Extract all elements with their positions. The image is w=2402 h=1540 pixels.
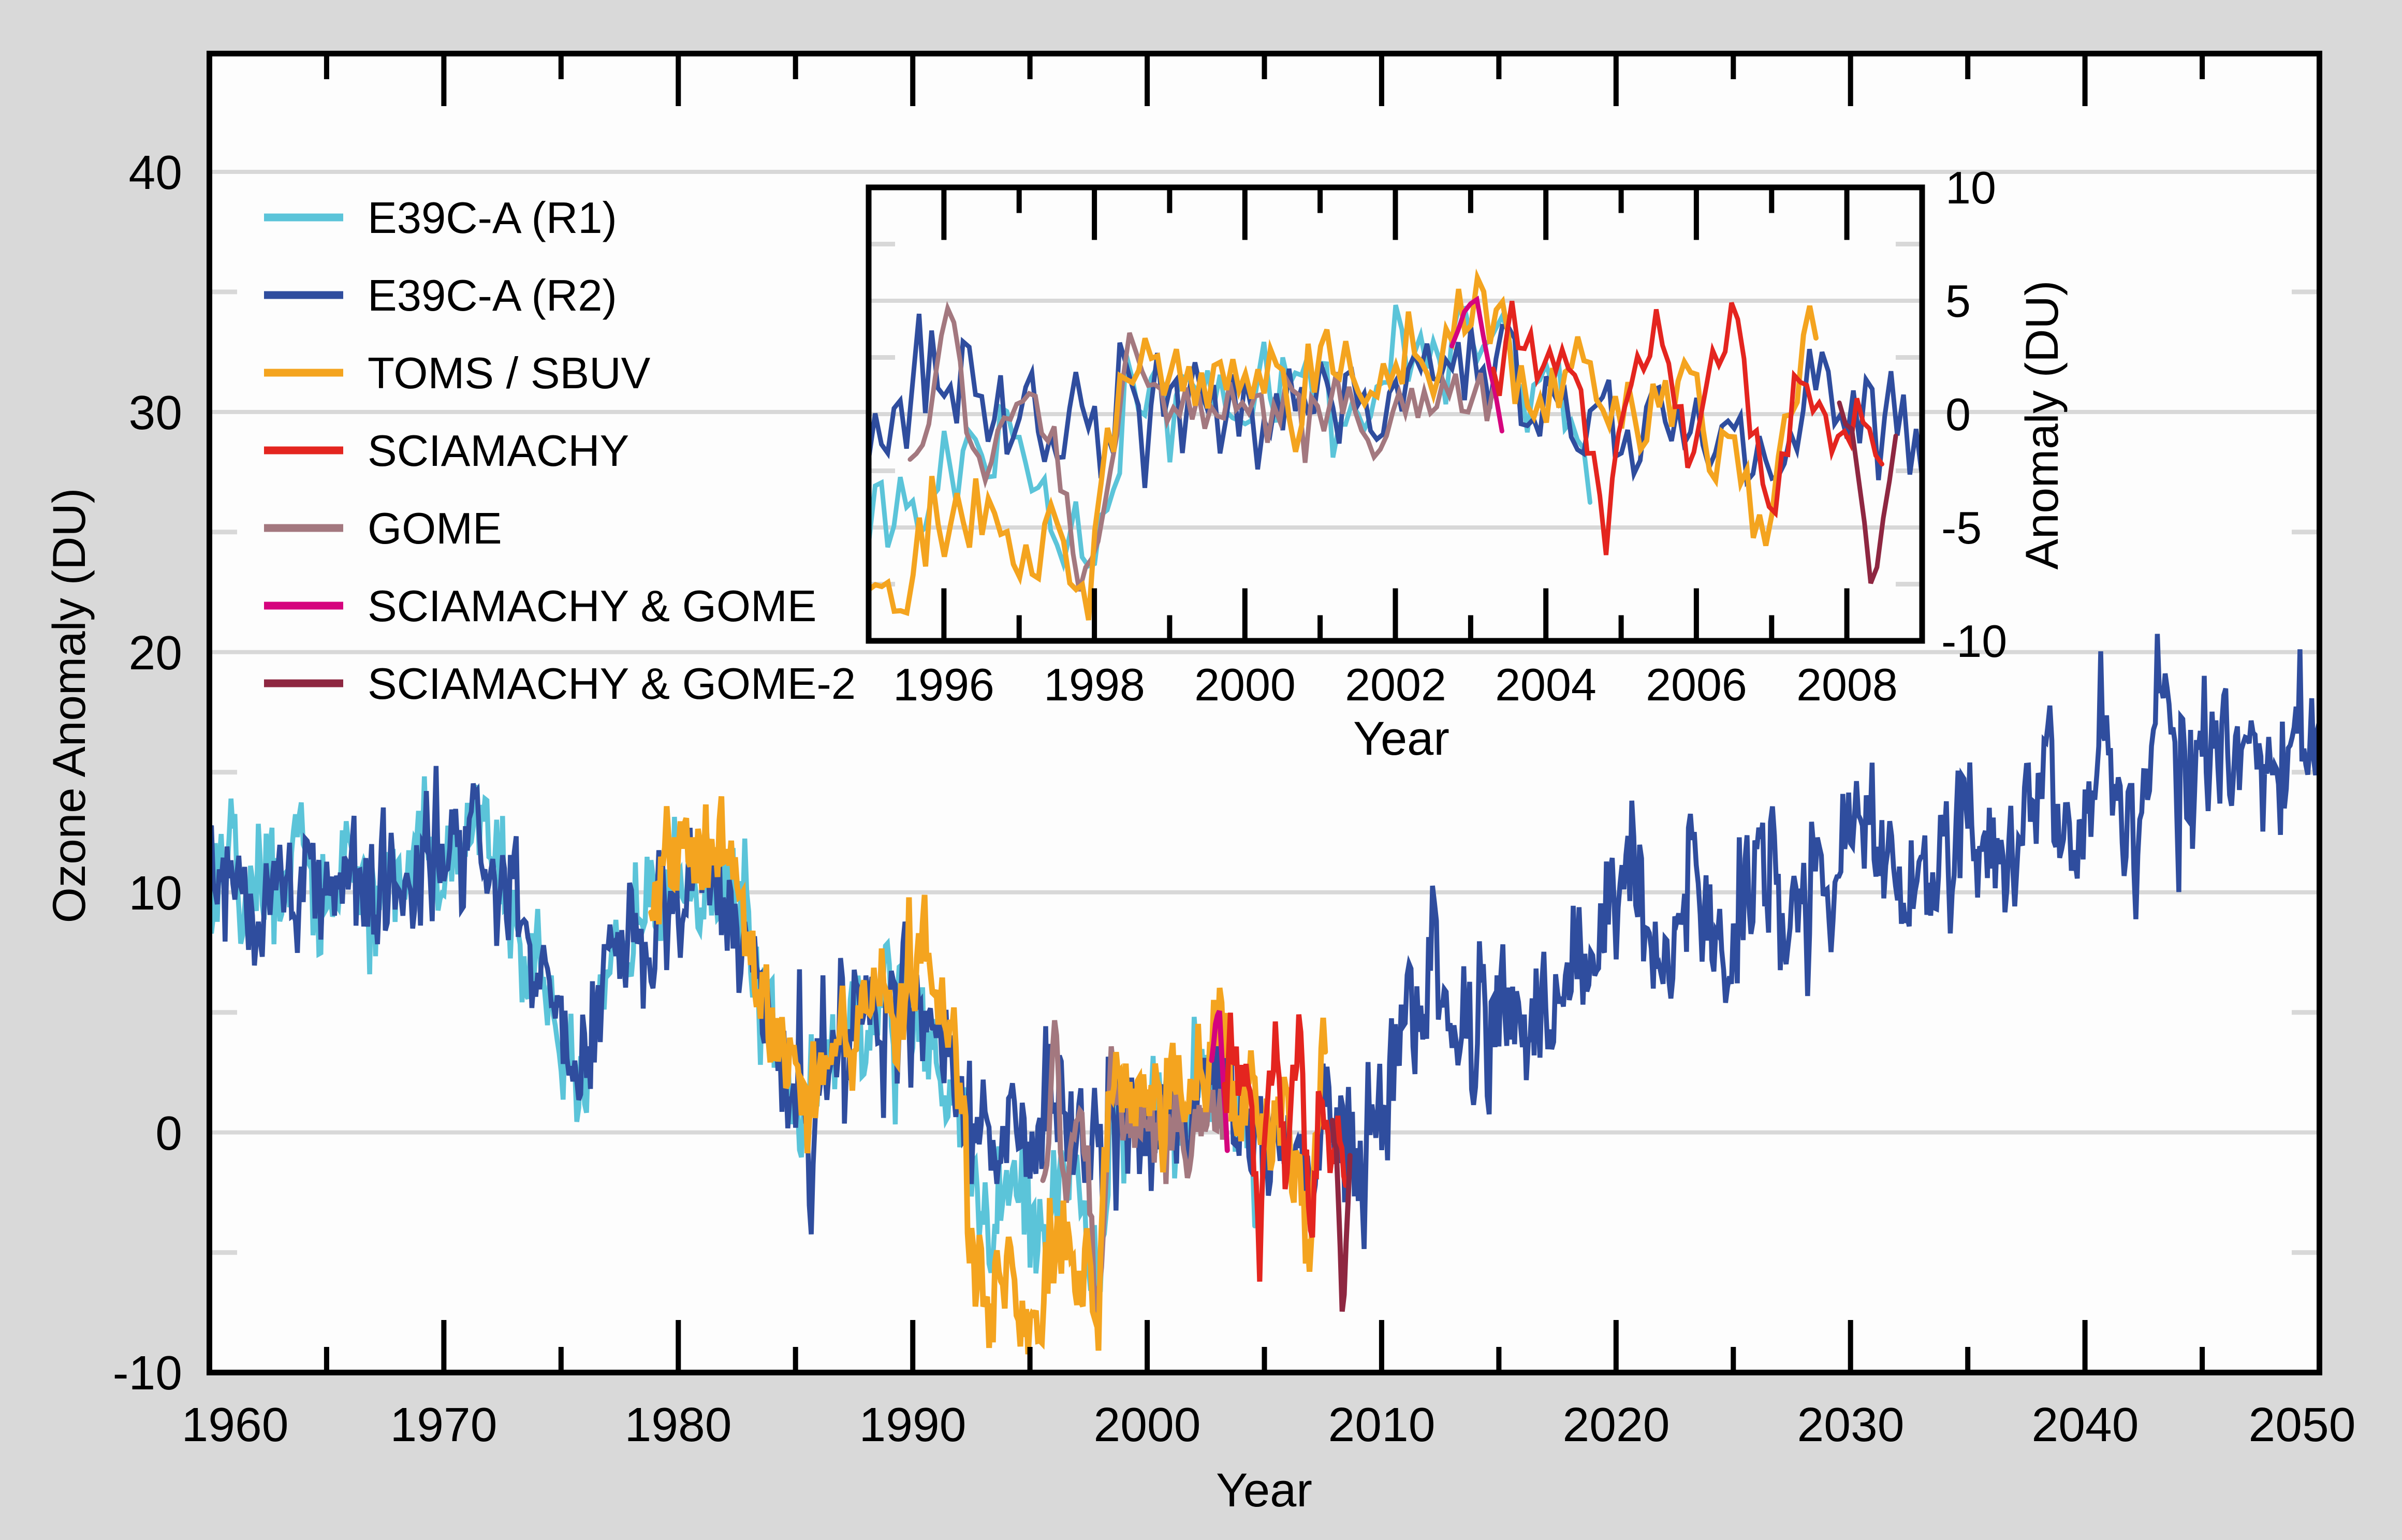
svg-text:40: 40: [129, 145, 182, 199]
svg-text:1996: 1996: [893, 659, 994, 710]
svg-text:0: 0: [155, 1106, 182, 1160]
svg-text:E39C-A (R1): E39C-A (R1): [368, 194, 617, 243]
svg-text:E39C-A (R2): E39C-A (R2): [368, 271, 617, 320]
svg-text:SCIAMACHY & GOME-2: SCIAMACHY & GOME-2: [368, 659, 856, 709]
svg-text:2030: 2030: [1797, 1398, 1905, 1451]
svg-text:10: 10: [1945, 162, 1996, 213]
svg-text:SCIAMACHY & GOME: SCIAMACHY & GOME: [368, 582, 816, 631]
svg-text:-5: -5: [1941, 502, 1982, 553]
svg-text:2000: 2000: [1094, 1398, 1201, 1451]
svg-text:Ozone Anomaly (DU): Ozone Anomaly (DU): [43, 488, 95, 923]
svg-text:1960: 1960: [182, 1398, 289, 1451]
svg-text:2000: 2000: [1194, 659, 1296, 710]
svg-text:5: 5: [1945, 275, 1971, 327]
svg-text:2020: 2020: [1563, 1398, 1670, 1451]
svg-text:2006: 2006: [1646, 659, 1747, 710]
svg-text:TOMS / SBUV: TOMS / SBUV: [368, 349, 651, 398]
svg-text:2050: 2050: [2249, 1398, 2356, 1451]
svg-text:Year: Year: [1353, 712, 1449, 765]
svg-text:2004: 2004: [1495, 659, 1597, 710]
svg-text:10: 10: [129, 866, 182, 920]
svg-text:1998: 1998: [1044, 659, 1145, 710]
svg-text:1970: 1970: [390, 1398, 497, 1451]
svg-text:1980: 1980: [625, 1398, 732, 1451]
svg-text:30: 30: [129, 386, 182, 439]
svg-text:SCIAMACHY: SCIAMACHY: [368, 427, 629, 476]
svg-text:GOME: GOME: [368, 504, 502, 553]
svg-text:2002: 2002: [1345, 659, 1446, 710]
svg-text:2040: 2040: [2032, 1398, 2139, 1451]
svg-text:0: 0: [1945, 389, 1971, 440]
svg-text:1990: 1990: [859, 1398, 966, 1451]
svg-text:2010: 2010: [1328, 1398, 1436, 1451]
svg-text:2008: 2008: [1796, 659, 1898, 710]
svg-text:-10: -10: [113, 1346, 182, 1400]
svg-text:Anomaly (DU): Anomaly (DU): [2016, 281, 2068, 570]
svg-text:Year: Year: [1216, 1464, 1312, 1517]
svg-text:20: 20: [129, 626, 182, 680]
svg-text:-10: -10: [1941, 615, 2007, 667]
